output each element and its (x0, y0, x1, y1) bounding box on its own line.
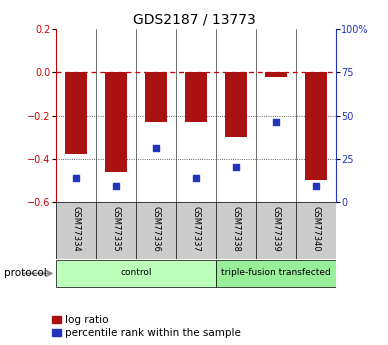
Text: GSM77335: GSM77335 (112, 206, 121, 252)
Text: GSM77339: GSM77339 (271, 206, 280, 252)
Point (73, 175, 79, 180)
Text: GSM77336: GSM77336 (152, 206, 161, 252)
Text: triple-fusion transfected: triple-fusion transfected (221, 268, 331, 277)
Bar (225, 72, 247, 137)
Text: protocol: protocol (4, 268, 47, 278)
Text: control: control (120, 268, 152, 277)
Bar (65, 72, 87, 155)
Point (233, 165, 239, 170)
Bar (305, 72, 327, 180)
Text: GSM77338: GSM77338 (231, 206, 240, 252)
Point (313, 184, 319, 189)
Bar (105, 72, 127, 171)
Text: GSM77340: GSM77340 (311, 206, 320, 252)
Text: GSM77337: GSM77337 (191, 206, 201, 252)
Bar (265, 72, 287, 77)
Text: GSM77334: GSM77334 (72, 206, 81, 252)
Point (193, 175, 199, 180)
Bar (216, 260, 336, 287)
Bar (56, 260, 216, 287)
Legend: log ratio, percentile rank within the sample: log ratio, percentile rank within the sa… (52, 315, 241, 338)
Text: GDS2187 / 13773: GDS2187 / 13773 (133, 12, 255, 26)
Point (113, 184, 119, 189)
Bar (145, 72, 167, 122)
Point (153, 146, 159, 151)
Bar (185, 72, 207, 122)
Point (273, 120, 279, 125)
